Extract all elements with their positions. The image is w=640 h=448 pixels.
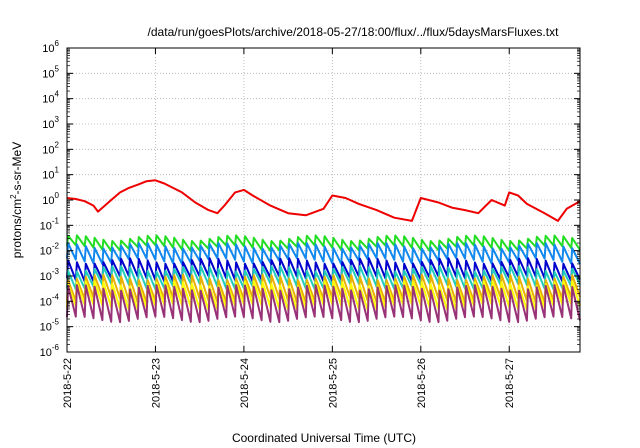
x-axis: 2018-5-22 2018-5-23 2018-5-24 2018-5-25 2018… <box>62 48 516 408</box>
x-tick-label: 2018-5-26 <box>416 358 428 408</box>
x-tick-label: 2018-5-27 <box>504 358 516 408</box>
y-tick-label: 10-1 <box>40 216 60 232</box>
y-tick-label: 10-2 <box>40 242 60 258</box>
chart-title: /data/run/goesPlots/archive/2018-05-27/1… <box>148 25 560 39</box>
series-layer <box>66 179 581 324</box>
y-tick-label: 10-6 <box>40 343 60 359</box>
x-tick-label: 2018-5-25 <box>327 358 339 408</box>
series-line-1 <box>66 179 581 222</box>
x-tick-label: 2018-5-24 <box>239 358 251 408</box>
y-tick-label: 10-3 <box>40 267 60 283</box>
x-axis-label: Coordinated Universal Time (UTC) <box>232 431 416 445</box>
y-tick-label: 103 <box>42 115 59 131</box>
y-tick-label: 104 <box>42 90 59 106</box>
y-axis-label: protons/cm2-s-sr-MeV <box>9 142 24 258</box>
y-tick-label: 101 <box>42 166 59 182</box>
y-tick-label: 10-5 <box>40 318 60 334</box>
y-tick-label: 102 <box>42 140 59 156</box>
y-tick-label: 10-4 <box>40 292 60 308</box>
series-line-3 <box>66 242 581 265</box>
series-line-2 <box>66 234 581 252</box>
x-tick-label: 2018-5-22 <box>62 358 74 408</box>
x-tick-label: 2018-5-23 <box>150 358 162 408</box>
y-axis: 10-6 10-5 10-4 10-3 10-2 10-1 100 101 102 103 104 1… <box>40 39 580 359</box>
y-tick-label: 106 <box>42 39 59 55</box>
y-tick-label: 100 <box>42 191 59 207</box>
y-tick-label: 105 <box>42 64 59 80</box>
series-line-8 <box>66 284 581 324</box>
